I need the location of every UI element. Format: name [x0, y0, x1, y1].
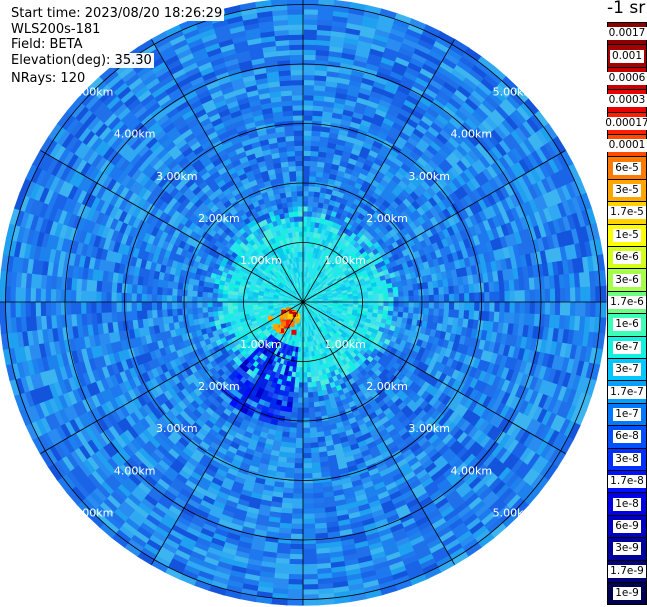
range-gate-cell	[302, 0, 320, 5]
range-gate-cell	[600, 301, 607, 320]
range-gate-cell	[301, 599, 320, 606]
range-gate-cell	[600, 285, 607, 304]
beta-field	[0, 0, 607, 606]
range-gate-cell	[285, 599, 304, 606]
